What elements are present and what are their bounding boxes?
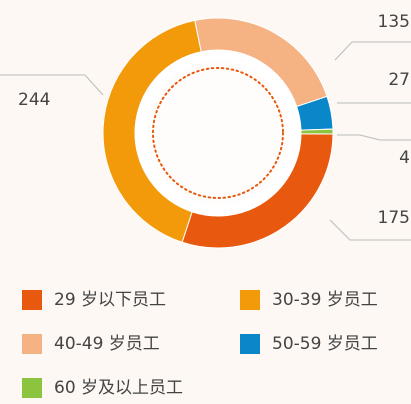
leader-line: [334, 41, 411, 61]
legend-swatch: [22, 290, 42, 310]
leader-line: [0, 74, 104, 96]
dotted-ring: [152, 67, 284, 199]
data-label: 135: [378, 12, 410, 32]
legend-swatch: [22, 334, 42, 354]
legend-swatch: [22, 378, 42, 398]
data-label: 27: [388, 70, 410, 90]
legend-label: 50-59 岁员工: [272, 334, 378, 354]
leader-line: [329, 219, 411, 241]
donut-slice: [300, 128, 334, 135]
legend-label: 30-39 岁员工: [272, 290, 378, 310]
data-label: 4: [399, 148, 410, 168]
legend-label: 60 岁及以上员工: [54, 378, 183, 398]
inner-core: [146, 61, 290, 205]
leader-line: [337, 134, 411, 141]
legend-swatch: [240, 290, 260, 310]
data-label: 244: [18, 90, 50, 110]
data-label: 175: [378, 208, 410, 228]
legend-swatch: [240, 334, 260, 354]
legend-label: 29 岁以下员工: [54, 290, 166, 310]
legend-label: 40-49 岁员工: [54, 334, 160, 354]
